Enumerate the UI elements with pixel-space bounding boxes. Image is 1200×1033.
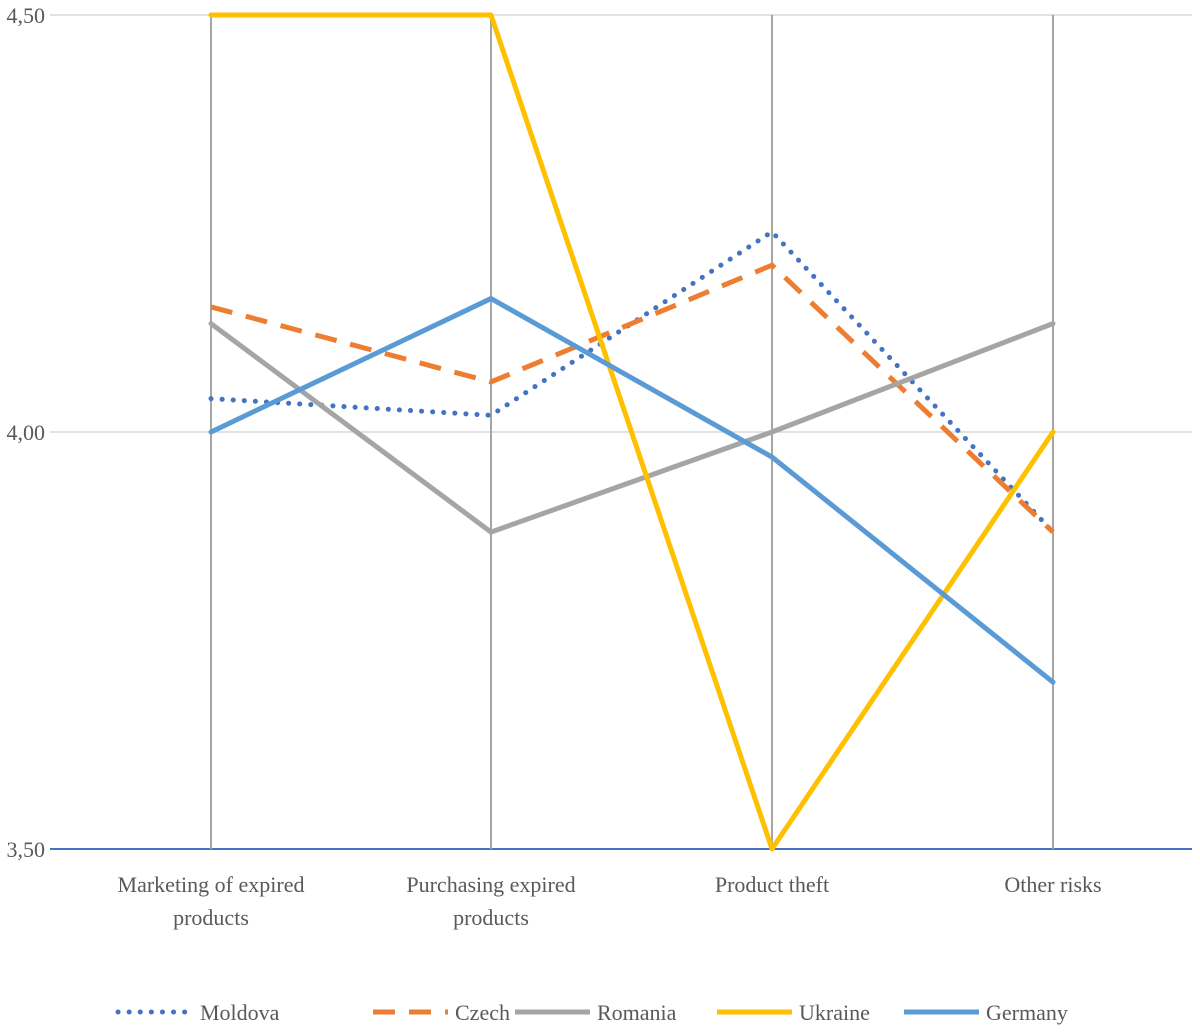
- series-line-germany: [208, 296, 1056, 685]
- series-lines: [208, 12, 1056, 852]
- series-line-moldova: [208, 229, 1056, 535]
- legend-label-germany: Germany: [986, 1000, 1068, 1025]
- legend: Moldova Czech Romania Ukraine Germany: [115, 1000, 1068, 1025]
- x-category-label: Purchasing expired: [406, 872, 575, 897]
- y-tick-label: 4,00: [7, 420, 46, 445]
- x-category-label: Marketing of expired: [118, 872, 305, 897]
- gridlines: [50, 14, 1192, 850]
- legend-label-moldova: Moldova: [200, 1000, 280, 1025]
- x-category-label: products: [453, 905, 529, 930]
- y-tick-label: 3,50: [7, 837, 46, 862]
- x-category-label: Product theft: [715, 872, 829, 897]
- x-category-label: products: [173, 905, 249, 930]
- y-axis-ticks: 3,50 4,00 4,50: [7, 3, 46, 862]
- legend-label-romania: Romania: [597, 1000, 677, 1025]
- y-tick-label: 4,50: [7, 3, 46, 28]
- series-line-czech: [210, 262, 1055, 534]
- legend-label-czech: Czech: [455, 1000, 510, 1025]
- series-line-romania: [208, 321, 1056, 535]
- x-category-label: Other risks: [1004, 872, 1101, 897]
- series-line-ukraine: [208, 12, 1056, 852]
- x-axis-labels: Marketing of expired products Purchasing e…: [118, 872, 1102, 930]
- legend-label-ukraine: Ukraine: [799, 1000, 870, 1025]
